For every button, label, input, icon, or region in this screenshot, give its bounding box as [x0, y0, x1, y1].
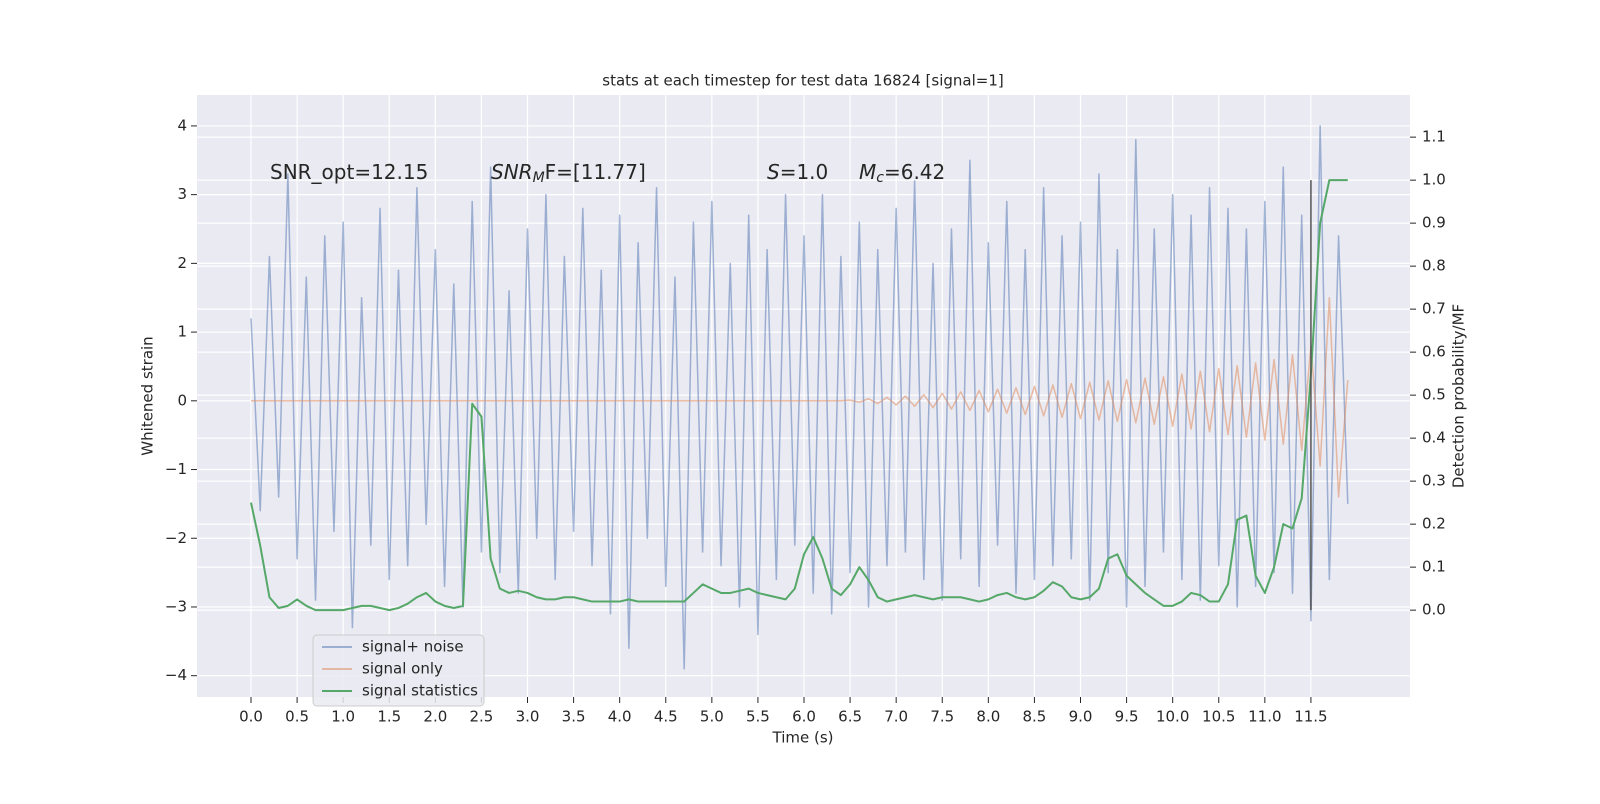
legend-label: signal+ noise	[362, 638, 464, 656]
y2-tick-label: 0.2	[1422, 515, 1446, 533]
y2-tick-label: 0.9	[1422, 214, 1446, 232]
annotation: SNRMF=[11.77]	[491, 160, 646, 187]
x-tick-label: 9.0	[1069, 708, 1093, 726]
x-tick-label: 2.0	[423, 708, 447, 726]
annotation-symbol: S	[767, 160, 780, 184]
annotation-rest: =1.0	[780, 160, 829, 184]
y2-tick-label: 0.3	[1422, 472, 1446, 490]
x-tick-label: 1.0	[331, 708, 355, 726]
x-tick-label: 5.0	[700, 708, 724, 726]
annotation-rest: F=[11.77]	[545, 160, 646, 184]
y-tick-label: 1	[177, 323, 187, 341]
y2-tick-label: 0.6	[1422, 343, 1446, 361]
x-tick-label: 8.0	[976, 708, 1000, 726]
x-tick-label: 3.0	[516, 708, 540, 726]
y-tick-label: 0	[177, 391, 187, 409]
x-tick-label: 10.5	[1202, 708, 1235, 726]
y2-tick-label: 0.7	[1422, 300, 1446, 318]
annotation-symbol: SNR	[491, 160, 533, 184]
x-tick-label: 4.0	[608, 708, 632, 726]
legend-box	[312, 634, 485, 707]
y2-axis-label: Detection probability/MF	[1450, 304, 1468, 488]
y2-tick-label: 0.8	[1422, 257, 1446, 275]
chart-title: stats at each timestep for test data 168…	[602, 72, 1003, 90]
x-tick-label: 9.5	[1115, 708, 1139, 726]
x-tick-label: 5.5	[746, 708, 770, 726]
annotation-rest: =6.42	[884, 160, 945, 184]
y2-tick-label: 1.1	[1422, 128, 1446, 146]
x-tick-label: 7.5	[930, 708, 954, 726]
x-tick-label: 2.5	[469, 708, 493, 726]
x-tick-label: 6.5	[838, 708, 862, 726]
annotation-symbol: M	[859, 160, 876, 184]
y2-tick-label: 0.1	[1422, 558, 1446, 576]
annotation-subscript: M	[533, 170, 545, 186]
x-tick-label: 11.5	[1294, 708, 1327, 726]
annotation: SNR_opt=12.15	[270, 160, 428, 184]
y-tick-label: 2	[177, 254, 187, 272]
legend: signal+ noise signal only signal statistic…	[312, 634, 485, 707]
y2-tick-label: 0.0	[1422, 601, 1446, 619]
legend-label: signal statistics	[362, 682, 478, 700]
x-tick-label: 11.0	[1248, 708, 1281, 726]
y2-tick-label: 0.4	[1422, 429, 1446, 447]
series-line	[251, 296, 1349, 498]
y-tick-label: 4	[177, 116, 187, 134]
y-tick-label: −1	[165, 460, 187, 478]
annotation: Mc=6.42	[859, 160, 945, 187]
y-tick-label: 3	[177, 185, 187, 203]
x-tick-label: 10.0	[1156, 708, 1189, 726]
x-tick-label: 7.0	[884, 708, 908, 726]
y2-tick-label: 0.5	[1422, 386, 1446, 404]
y-axis-label: Whitened strain	[139, 336, 157, 455]
grid	[197, 95, 1410, 697]
annotation: S=1.0	[767, 160, 828, 184]
series-line	[250, 125, 1349, 670]
legend-label: signal only	[362, 660, 443, 678]
x-tick-label: 3.5	[562, 708, 586, 726]
y-tick-label: −2	[165, 529, 187, 547]
annotation-subscript: c	[876, 170, 884, 186]
x-tick-label: 8.5	[1022, 708, 1046, 726]
x-tick-label: 0.0	[239, 708, 263, 726]
y-tick-label: −3	[165, 597, 187, 615]
x-tick-label: 0.5	[285, 708, 309, 726]
x-axis-label: Time (s)	[772, 729, 834, 747]
annotation-text: SNR_opt=12.15	[270, 160, 428, 184]
x-tick-label: 6.0	[792, 708, 816, 726]
y-tick-label: −4	[165, 666, 187, 684]
x-tick-label: 1.5	[377, 708, 401, 726]
y2-tick-label: 1.0	[1422, 171, 1446, 189]
x-tick-label: 4.5	[654, 708, 678, 726]
series-line	[250, 179, 1348, 612]
